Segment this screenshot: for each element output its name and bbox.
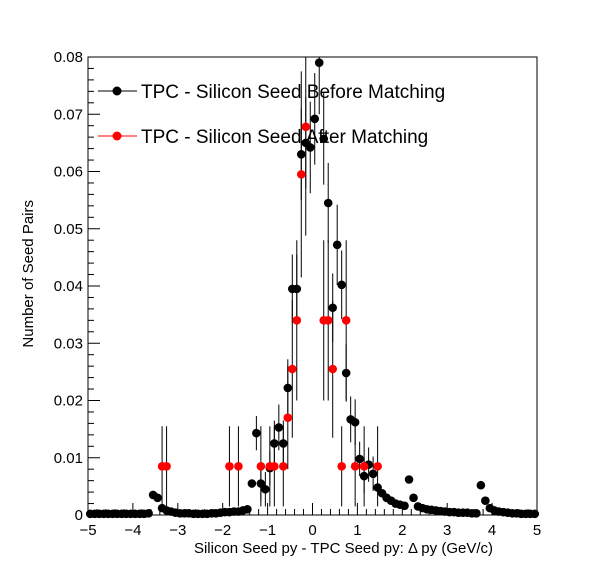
data-point-s1-p8 xyxy=(283,413,293,422)
y-tick-label: 0.08 xyxy=(54,49,83,66)
data-point-s1-p9 xyxy=(287,364,297,374)
y-axis-title: Number of Seed Pairs xyxy=(20,200,37,348)
data-point-s0-p36 xyxy=(247,479,257,488)
y-tick-label: 0.05 xyxy=(54,221,83,238)
data-point-s0-p39 xyxy=(261,484,270,494)
data-point-s0-p59 xyxy=(350,417,360,427)
data-point-s0-p41 xyxy=(270,439,279,448)
data-point-s0-p46 xyxy=(292,284,302,294)
data-point-s0-p44 xyxy=(283,383,293,393)
x-tick-label: 3 xyxy=(443,522,451,539)
x-tick-label: 0 xyxy=(308,522,316,539)
data-point-s1-p1 xyxy=(162,462,171,471)
x-tick-label: 4 xyxy=(488,522,496,539)
data-point-s0-p86 xyxy=(472,508,481,518)
data-markers xyxy=(85,58,540,519)
data-point-s0-p55 xyxy=(332,240,342,250)
axes: −5 −4 −3 −2 −1 0 1 2 3 4 5 0 0.01 0.02 0.03 0.04 0.05 0.0… xyxy=(54,49,541,539)
data-point-s0-p57 xyxy=(341,368,351,378)
data-point-s1-p16 xyxy=(337,462,346,471)
data-point-s0-p71 xyxy=(404,475,414,484)
data-point-s0-p53 xyxy=(323,198,333,208)
x-tick-label: 5 xyxy=(533,522,541,539)
data-point-s1-p18 xyxy=(350,462,360,471)
data-point-s1-p12 xyxy=(301,122,311,132)
data-point-s0-p54 xyxy=(328,303,338,313)
data-point-s0-p42 xyxy=(274,423,284,432)
y-tick-label: 0 xyxy=(75,507,83,524)
x-tick-label: 2 xyxy=(398,522,406,539)
y-tick-label: 0.06 xyxy=(54,164,83,181)
legend-entry-after: TPC - Silicon Seed After Matching xyxy=(98,127,428,148)
data-point-s0-p47 xyxy=(296,150,306,159)
data-point-s1-p19 xyxy=(359,462,369,471)
x-tick-label: −4 xyxy=(124,522,141,539)
data-point-s0-p88 xyxy=(481,496,490,505)
legend-marker-after xyxy=(112,131,122,141)
data-point-s1-p14 xyxy=(323,316,333,325)
data-point-s1-p3 xyxy=(234,462,243,471)
y-tick-label: 0.04 xyxy=(54,278,83,295)
x-axis-title: Silicon Seed py - TPC Seed py: Δ py (GeV… xyxy=(194,540,493,557)
data-point-s0-p61 xyxy=(359,471,369,481)
x-tick-label: −5 xyxy=(79,522,96,539)
data-point-s0-p63 xyxy=(368,469,378,479)
legend-label-before: TPC - Silicon Seed Before Matching xyxy=(141,82,445,103)
data-point-s0-p37 xyxy=(252,428,261,438)
data-point-s0-p72 xyxy=(409,493,418,503)
y-tick-label: 0.01 xyxy=(54,450,83,467)
data-point-s0-p15 xyxy=(153,493,162,503)
data-point-s0-p52 xyxy=(319,134,329,144)
data-point-s1-p7 xyxy=(279,462,288,471)
data-point-s1-p4 xyxy=(256,462,266,471)
data-point-s0-p87 xyxy=(476,480,486,490)
data-point-s1-p2 xyxy=(225,462,234,471)
data-point-s0-p35 xyxy=(243,504,252,514)
data-point-s0-p13 xyxy=(144,508,153,518)
data-point-s0-p43 xyxy=(279,439,288,448)
data-point-s1-p20 xyxy=(373,462,382,471)
legend: TPC - Silicon Seed Before Matching TPC -… xyxy=(98,82,445,148)
data-point-s1-p15 xyxy=(328,364,338,374)
y-tick-label: 0.02 xyxy=(54,393,83,410)
data-point-s0-p51 xyxy=(314,58,324,68)
x-tick-label: −1 xyxy=(259,522,276,539)
legend-marker-before xyxy=(112,86,122,96)
y-tick-label: 0.03 xyxy=(54,335,83,352)
data-point-s0-p50 xyxy=(310,114,320,124)
legend-entry-before: TPC - Silicon Seed Before Matching xyxy=(98,82,445,103)
data-point-s0-p99 xyxy=(530,509,540,519)
data-point-s1-p6 xyxy=(270,462,279,471)
data-point-s0-p56 xyxy=(337,280,346,290)
x-tick-label: 1 xyxy=(353,522,361,539)
data-point-s1-p11 xyxy=(296,170,306,179)
data-point-s0-p70 xyxy=(400,501,409,511)
legend-label-after: TPC - Silicon Seed After Matching xyxy=(141,127,428,148)
data-point-s1-p10 xyxy=(292,316,302,325)
x-tick-label: −3 xyxy=(169,522,186,539)
y-tick-label: 0.07 xyxy=(54,106,83,123)
x-tick-label: −2 xyxy=(214,522,231,539)
data-point-s1-p17 xyxy=(341,316,351,325)
data-point-s0-p49 xyxy=(305,143,315,152)
data-point-s0-p60 xyxy=(355,454,364,464)
